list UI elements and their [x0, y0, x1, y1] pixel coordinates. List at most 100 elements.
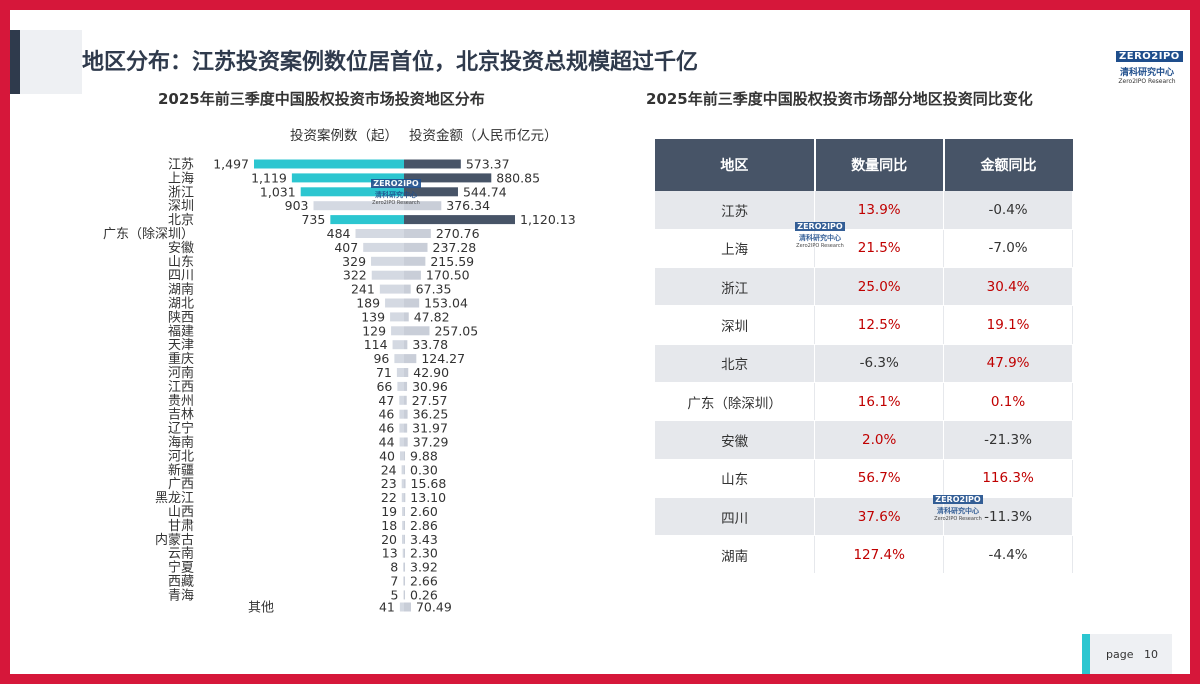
amount-bar [404, 409, 408, 419]
amount-bar [404, 173, 492, 183]
watermark-logo: ZERO2IPO 清科研究中心 Zero2IPO Research [928, 487, 988, 522]
cases-value-label: 46 [378, 407, 394, 422]
cases-bar [390, 312, 404, 322]
category-label: 深圳 [168, 199, 194, 214]
table-row: 山东 56.7% 116.3% [655, 459, 1073, 498]
cases-bar [402, 548, 404, 558]
watermark-name-cn: 清科研究中心 [799, 234, 841, 242]
category-label: 贵州 [168, 394, 194, 409]
amount-value-label: 67.35 [416, 282, 452, 297]
cases-bar [402, 520, 404, 530]
amount-value-label: 2.30 [410, 546, 438, 561]
amount-bar [404, 242, 428, 252]
amount-value-label: 153.04 [424, 296, 468, 311]
amount-bar [404, 229, 431, 238]
category-label: 广东（除深圳） [103, 227, 194, 242]
amount-bar [404, 270, 421, 280]
cases-value-label: 484 [327, 226, 351, 241]
amount-bar [404, 534, 405, 544]
amount-value-label: 2.66 [410, 574, 438, 589]
amount-bar [404, 256, 426, 266]
table-cell-amount-yoy: 30.4% [943, 267, 1073, 307]
amount-bar [404, 602, 411, 612]
cases-bar [392, 340, 404, 350]
amount-value-label: 1,120.13 [520, 212, 576, 227]
cases-bar [401, 465, 404, 475]
cases-bar [254, 159, 404, 169]
cases-series-label: 投资案例数（起） [290, 128, 398, 144]
watermark-logo: ZERO2IPO 清科研究中心 Zero2IPO Research [790, 214, 850, 249]
table-cell-amount-yoy: -7.0% [943, 229, 1073, 269]
table-cell-region: 江苏 [655, 191, 816, 230]
amount-bar [404, 340, 408, 350]
category-label: 西藏 [168, 575, 194, 590]
table-cell-region: 湖南 [655, 535, 816, 575]
table-row: 北京 -6.3% 47.9% [655, 344, 1073, 383]
amount-bar [404, 451, 405, 461]
cases-bar [371, 256, 404, 266]
table-cell-region: 浙江 [655, 267, 816, 307]
cases-value-label: 46 [378, 421, 394, 436]
watermark-name-en: Zero2IPO Research [372, 200, 420, 206]
table-row: 湖南 127.4% -4.4% [655, 535, 1073, 575]
amount-bar [404, 437, 408, 447]
cases-bar [396, 368, 404, 377]
cases-bar [313, 201, 404, 211]
category-label: 陕西 [168, 310, 194, 325]
amount-value-label: 880.85 [496, 170, 540, 185]
table-row: 广东（除深圳） 16.1% 0.1% [655, 382, 1073, 422]
amount-bar [404, 520, 405, 530]
table-row: 上海 21.5% -7.0% [655, 229, 1073, 269]
table-header-region: 地区 [655, 139, 816, 191]
amount-value-label: 33.78 [412, 337, 448, 352]
page-title: 地区分布：江苏投资案例数位居首位，北京投资总规模超过千亿 [82, 50, 699, 75]
amount-bar [404, 395, 407, 405]
title-accent-bar [10, 30, 20, 94]
cases-bar [399, 602, 404, 612]
table-cell-count-yoy: 2.0% [814, 420, 945, 460]
cases-bar [379, 284, 404, 294]
category-label: 广西 [168, 477, 194, 492]
table-cell-region: 安徽 [655, 420, 816, 460]
amount-bar [404, 159, 461, 169]
cases-value-label: 71 [376, 365, 392, 380]
cases-value-label: 96 [373, 351, 389, 366]
cases-value-label: 40 [379, 448, 395, 463]
table-cell-amount-yoy: 47.9% [943, 344, 1073, 383]
cases-bar [402, 507, 404, 516]
cases-value-label: 66 [376, 379, 392, 394]
table-cell-region: 上海 [655, 229, 816, 269]
cases-value-label: 19 [381, 504, 397, 519]
table-cell-region: 四川 [655, 497, 816, 537]
cases-value-label: 41 [379, 600, 395, 615]
amount-bar [404, 423, 408, 433]
cases-bar [403, 562, 405, 572]
cases-bar [371, 270, 404, 280]
cases-value-label: 8 [390, 560, 398, 575]
cases-bar [399, 451, 404, 461]
watermark-logo-mark: ZERO2IPO [933, 495, 983, 504]
amount-value-label: 2.86 [410, 518, 438, 533]
table-cell-count-yoy: 56.7% [814, 459, 945, 498]
amount-value-label: 215.59 [430, 254, 474, 269]
amount-bar [404, 548, 405, 558]
amount-bar [404, 493, 406, 503]
watermark-name-en: Zero2IPO Research [934, 516, 982, 522]
footer-page-box [1090, 634, 1172, 674]
amount-bar [404, 562, 405, 572]
cases-bar [403, 576, 405, 586]
amount-bar [404, 479, 406, 489]
table-cell-count-yoy: 12.5% [814, 305, 945, 345]
yoy-table-title: 2025年前三季度中国股权投资市场部分地区投资同比变化 [646, 90, 1033, 108]
cases-bar [401, 534, 404, 544]
category-label: 福建 [168, 324, 194, 339]
cases-bar [391, 326, 404, 336]
cases-bar [300, 187, 404, 197]
category-label: 北京 [168, 213, 194, 228]
amount-value-label: 170.50 [426, 268, 470, 283]
table-header-row: 地区 数量同比 金额同比 [655, 139, 1073, 191]
amount-bar [404, 465, 405, 475]
watermark-name-en: Zero2IPO Research [796, 243, 844, 249]
amount-value-label: 0.30 [410, 462, 438, 477]
cases-value-label: 13 [382, 546, 398, 561]
